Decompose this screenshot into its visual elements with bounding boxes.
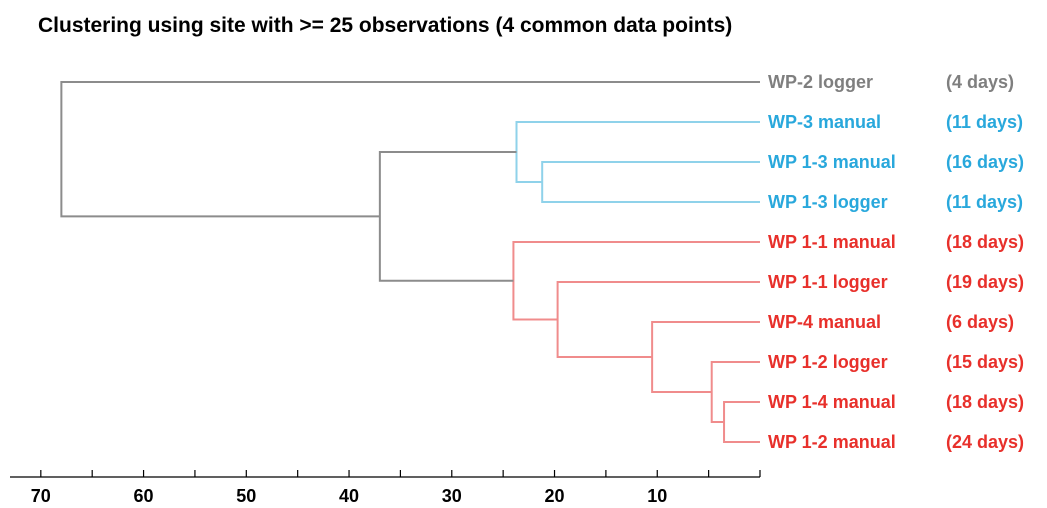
- link-n9: [60, 81, 760, 218]
- link-n1: [723, 401, 760, 443]
- leaf-days: (24 days): [946, 432, 1024, 452]
- leaf-days: (15 days): [946, 352, 1024, 372]
- leaf-days: (4 days): [946, 72, 1014, 92]
- leaf-label: WP 1-2 logger: [768, 352, 888, 372]
- leaf-label: WP 1-3 logger: [768, 192, 888, 212]
- leaf-label: WP 1-3 manual: [768, 152, 896, 172]
- link-n7: [515, 121, 760, 183]
- link-n5: [512, 241, 760, 321]
- x-tick-label: 40: [339, 486, 359, 506]
- x-tick-label: 10: [647, 486, 667, 506]
- link-n2: [710, 361, 760, 423]
- x-tick-label: 30: [442, 486, 462, 506]
- leaf-days: (16 days): [946, 152, 1024, 172]
- leaf-days: (6 days): [946, 312, 1014, 332]
- leaf-days: (11 days): [946, 112, 1023, 132]
- link-n8: [378, 151, 517, 282]
- leaf-days: (19 days): [946, 272, 1024, 292]
- x-tick-label: 20: [545, 486, 565, 506]
- leaf-days: (11 days): [946, 192, 1023, 212]
- x-tick-label: 70: [31, 486, 51, 506]
- dendrogram-links: [60, 81, 760, 443]
- x-tick-label: 60: [134, 486, 154, 506]
- leaf-label: WP 1-4 manual: [768, 392, 896, 412]
- leaf-label: WP-3 manual: [768, 112, 881, 132]
- link-n3: [651, 321, 760, 393]
- link-n6: [541, 161, 760, 203]
- link-n4: [556, 281, 760, 358]
- x-tick-label: 50: [236, 486, 256, 506]
- leaf-label: WP 1-1 manual: [768, 232, 896, 252]
- leaf-label: WP-2 logger: [768, 72, 873, 92]
- leaf-label: WP 1-2 manual: [768, 432, 896, 452]
- leaf-days: (18 days): [946, 392, 1024, 412]
- leaf-days: (18 days): [946, 232, 1024, 252]
- leaf-label: WP 1-1 logger: [768, 272, 888, 292]
- leaf-labels: WP-2 logger (4 days) WP-3 manual (11 days) W…: [768, 72, 1024, 452]
- x-axis: 70 60 50 40 30 20 10: [10, 470, 761, 506]
- leaf-label: WP-4 manual: [768, 312, 881, 332]
- chart-title: Clustering using site with >= 25 observa…: [38, 14, 733, 37]
